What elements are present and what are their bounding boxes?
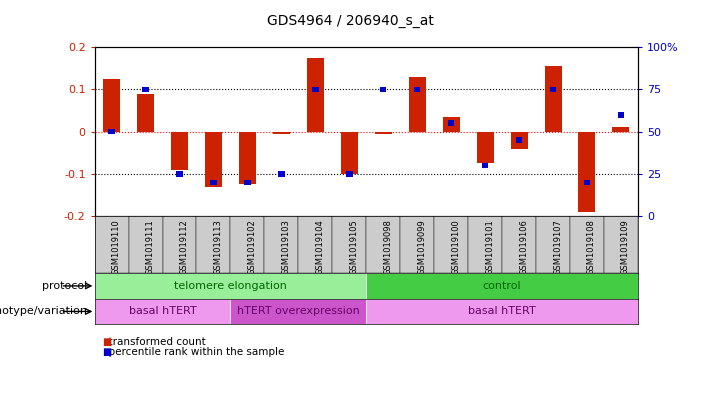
Bar [536,216,570,273]
Bar [95,299,231,324]
Bar [312,87,318,92]
Text: basal hTERT: basal hTERT [468,307,536,316]
Bar [278,171,285,176]
Bar [346,171,353,176]
Bar [618,112,624,118]
Text: basal hTERT: basal hTERT [129,307,196,316]
Text: GSM1019100: GSM1019100 [451,219,460,275]
Bar [95,273,366,299]
Text: GSM1019106: GSM1019106 [519,219,528,275]
Text: GSM1019099: GSM1019099 [417,219,426,275]
Bar [137,94,154,132]
Text: GSM1019105: GSM1019105 [349,219,358,275]
Text: GSM1019113: GSM1019113 [214,219,222,275]
Bar [128,216,163,273]
Text: GSM1019101: GSM1019101 [485,219,494,275]
Bar [604,216,638,273]
Bar [171,132,188,170]
Bar [210,180,217,185]
Text: protocol: protocol [42,281,88,291]
Bar [196,216,231,273]
Text: ■: ■ [102,347,111,357]
Bar [231,299,367,324]
Bar [570,216,604,273]
Bar [448,121,454,126]
Bar [142,87,149,92]
Bar [545,66,562,132]
Bar [550,87,557,92]
Bar [613,127,629,132]
Text: genotype/variation: genotype/variation [0,307,88,316]
Text: GSM1019111: GSM1019111 [146,219,154,275]
Text: GSM1019104: GSM1019104 [315,219,325,275]
Bar [414,87,421,92]
Bar [163,216,196,273]
Text: GSM1019112: GSM1019112 [179,219,189,275]
Bar [409,77,426,132]
Bar [332,216,366,273]
Bar [244,180,251,185]
Bar [367,299,638,324]
Text: transformed count: transformed count [102,337,205,347]
Bar [367,216,400,273]
Text: GSM1019109: GSM1019109 [621,219,630,275]
Bar [205,132,222,187]
Text: telomere elongation: telomere elongation [174,281,287,291]
Bar [176,171,183,176]
Text: GSM1019110: GSM1019110 [111,219,121,275]
Text: hTERT overexpression: hTERT overexpression [237,307,360,316]
Text: GSM1019108: GSM1019108 [587,219,596,275]
Bar [341,132,358,174]
Bar [231,216,264,273]
Text: GSM1019107: GSM1019107 [553,219,562,275]
Bar [502,216,536,273]
Bar [482,163,489,168]
Bar [477,132,494,163]
Bar [103,79,120,132]
Bar [434,216,468,273]
Bar [468,216,502,273]
Bar [442,117,460,132]
Text: percentile rank within the sample: percentile rank within the sample [102,347,284,357]
Bar [264,216,299,273]
Bar [516,138,522,143]
Bar [578,132,595,212]
Text: GSM1019103: GSM1019103 [281,219,290,275]
Bar [299,216,332,273]
Bar [584,180,590,185]
Bar [109,129,115,134]
Bar [95,216,128,273]
Text: GSM1019102: GSM1019102 [247,219,257,275]
Bar [375,132,392,134]
Bar [400,216,434,273]
Text: ■: ■ [102,337,111,347]
Text: GDS4964 / 206940_s_at: GDS4964 / 206940_s_at [267,13,434,28]
Bar [510,132,528,149]
Bar [239,132,256,184]
Bar [367,273,638,299]
Bar [273,132,290,134]
Bar [307,58,324,132]
Bar [380,87,386,92]
Text: GSM1019098: GSM1019098 [383,219,393,275]
Text: control: control [483,281,522,291]
